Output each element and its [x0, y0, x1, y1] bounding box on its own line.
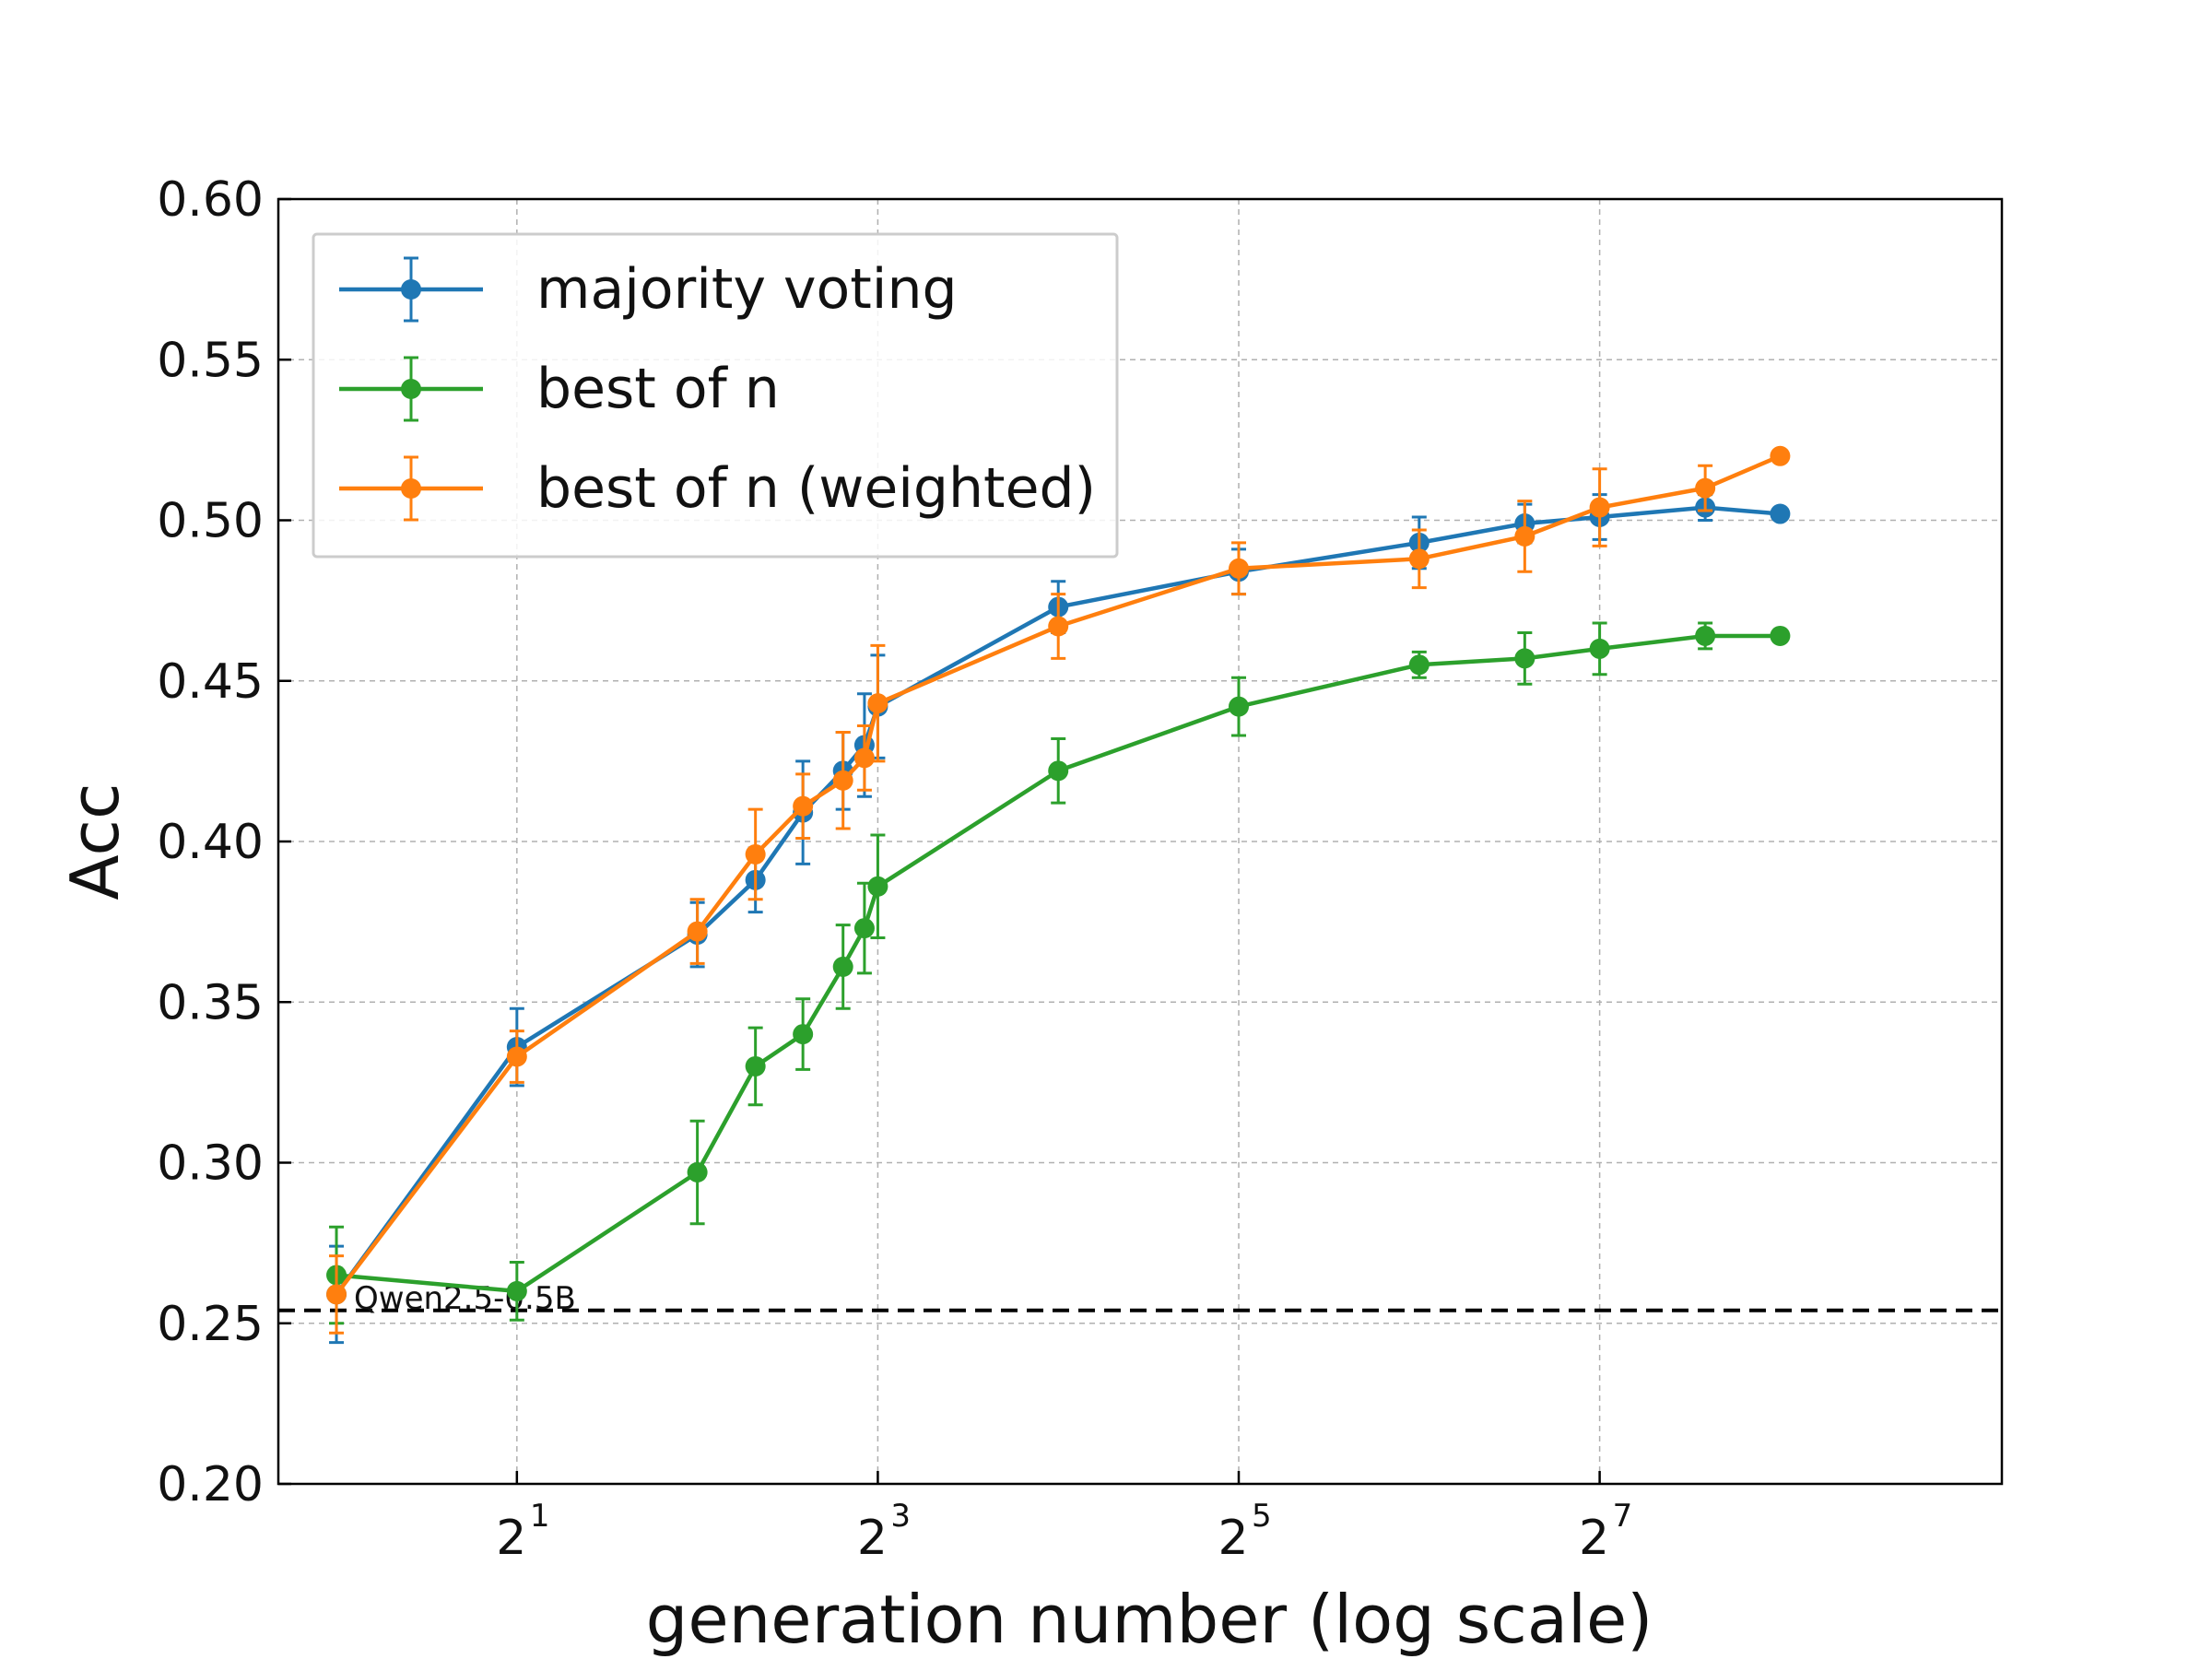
data-point — [745, 1055, 766, 1077]
data-point — [687, 1161, 708, 1182]
y-tick-label: 0.45 — [157, 654, 264, 710]
series-1 — [326, 621, 1791, 1325]
x-tick-label: 2 — [496, 1511, 526, 1566]
y-tick-label: 0.35 — [157, 975, 264, 1030]
x-tick-base: 2 — [496, 1511, 526, 1566]
y-tick-label: 0.55 — [157, 333, 264, 388]
x-tick-exponent: 3 — [890, 1498, 911, 1535]
data-point — [745, 843, 766, 865]
legend-label: best of n — [536, 357, 780, 421]
y-tick-label: 0.30 — [157, 1136, 264, 1192]
x-axis-label: generation number (log scale) — [646, 1581, 1653, 1658]
data-point — [1589, 497, 1610, 518]
data-point — [1229, 696, 1250, 717]
y-tick-label: 0.50 — [157, 494, 264, 549]
legend-label: best of n (weighted) — [536, 456, 1096, 521]
legend-box — [312, 232, 1119, 559]
x-tick-exponent: 7 — [1613, 1498, 1633, 1535]
data-point — [853, 747, 875, 769]
x-tick-label: 2 — [1579, 1511, 1609, 1566]
y-tick-label: 0.20 — [157, 1457, 264, 1512]
legend: majority voting best of n best of n (weigh… — [312, 232, 1119, 559]
data-point — [687, 921, 708, 942]
data-point — [1048, 616, 1069, 637]
data-point — [506, 1046, 527, 1067]
data-point — [793, 795, 814, 817]
data-point — [1770, 625, 1791, 646]
x-tick-base: 2 — [1218, 1511, 1248, 1566]
series-group — [326, 445, 1791, 1345]
y-tick-label: 0.25 — [157, 1297, 264, 1352]
legend-entry: majority voting — [339, 256, 958, 323]
data-point — [832, 770, 853, 791]
data-point — [1408, 654, 1430, 676]
legend-marker — [401, 279, 421, 300]
data-point — [867, 876, 888, 897]
data-point — [832, 956, 853, 977]
y-axis-label: Acc — [56, 782, 134, 900]
y-tick-label: 0.40 — [157, 815, 264, 870]
legend-label: majority voting — [536, 257, 958, 322]
data-point — [1229, 558, 1250, 579]
legend-marker — [401, 379, 421, 399]
data-point — [1048, 760, 1069, 782]
data-point — [1695, 625, 1716, 646]
series-2 — [326, 445, 1791, 1335]
data-point — [1408, 548, 1430, 570]
data-point — [1695, 477, 1716, 499]
data-point — [853, 918, 875, 939]
data-point — [1770, 445, 1791, 466]
data-point — [867, 693, 888, 714]
legend-entry: best of n — [339, 356, 780, 422]
x-tick-exponent: 1 — [530, 1498, 550, 1535]
x-tick-exponent: 5 — [1252, 1498, 1272, 1535]
legend-entry: best of n (weighted) — [339, 455, 1096, 522]
x-tick-base: 2 — [857, 1511, 888, 1566]
y-tick-label: 0.60 — [157, 172, 264, 228]
x-tick-label: 2 — [1218, 1511, 1248, 1566]
data-point — [793, 1024, 814, 1045]
data-point — [326, 1284, 347, 1305]
x-tick-base: 2 — [1579, 1511, 1609, 1566]
data-point — [1770, 503, 1791, 524]
data-point — [1514, 525, 1535, 547]
data-point — [506, 1280, 527, 1301]
ticks: 0.200.250.300.350.400.450.500.550.602 1 2 3… — [157, 172, 1632, 1566]
data-point — [1589, 638, 1610, 659]
x-tick-label: 2 — [857, 1511, 888, 1566]
legend-marker — [401, 478, 421, 499]
data-point — [1514, 648, 1535, 669]
